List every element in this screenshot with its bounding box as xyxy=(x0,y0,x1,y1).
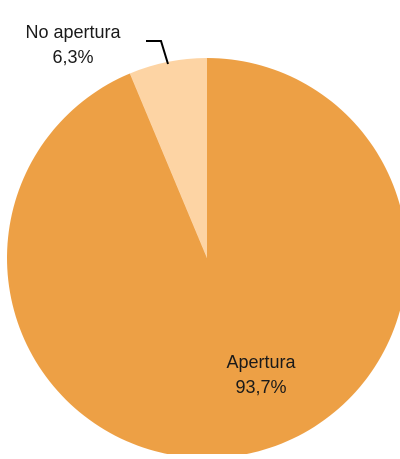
slice-label-no-apertura: No apertura 6,3% xyxy=(25,22,121,67)
leader-line-no-apertura xyxy=(146,40,169,65)
slice-label-no-apertura-name: No apertura xyxy=(25,22,121,42)
pie-slice-apertura xyxy=(7,58,400,458)
slice-label-apertura-value: 93,7% xyxy=(235,377,286,397)
slice-label-no-apertura-value: 6,3% xyxy=(52,47,93,67)
slice-label-apertura: Apertura 93,7% xyxy=(226,352,296,397)
pie-slice-no-apertura xyxy=(129,58,207,258)
pie-slices xyxy=(7,58,400,458)
slice-label-apertura-name: Apertura xyxy=(226,352,296,372)
